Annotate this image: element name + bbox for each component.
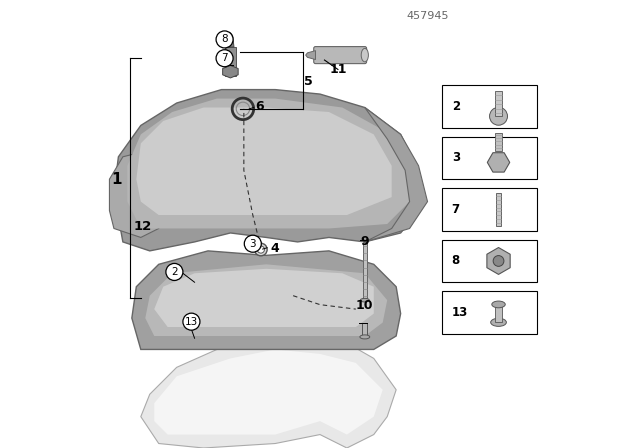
Text: 13: 13: [185, 317, 198, 327]
Polygon shape: [127, 99, 410, 228]
Ellipse shape: [491, 318, 506, 326]
Text: 457945: 457945: [406, 11, 449, 21]
Polygon shape: [109, 152, 168, 237]
Text: 11: 11: [329, 63, 347, 76]
Polygon shape: [223, 65, 238, 78]
Text: 7: 7: [221, 53, 228, 63]
Bar: [442, 137, 538, 179]
Polygon shape: [132, 251, 401, 349]
Text: 2: 2: [452, 100, 460, 113]
Text: 10: 10: [356, 299, 374, 312]
Bar: [362, 323, 367, 336]
Ellipse shape: [492, 301, 505, 308]
Text: 3: 3: [452, 151, 460, 164]
Text: 12: 12: [134, 220, 152, 233]
Polygon shape: [154, 349, 383, 435]
Ellipse shape: [361, 48, 369, 62]
Text: 2: 2: [171, 267, 178, 277]
Bar: [442, 291, 538, 334]
Circle shape: [493, 255, 504, 266]
Polygon shape: [227, 33, 234, 47]
Text: 4: 4: [271, 242, 280, 255]
Bar: [362, 242, 367, 300]
Text: 13: 13: [452, 306, 468, 319]
Polygon shape: [487, 153, 509, 172]
Polygon shape: [365, 108, 428, 242]
Circle shape: [244, 235, 261, 252]
Circle shape: [255, 243, 267, 256]
Circle shape: [216, 50, 233, 67]
Polygon shape: [141, 336, 396, 448]
FancyBboxPatch shape: [314, 47, 367, 64]
Ellipse shape: [360, 298, 369, 302]
Circle shape: [166, 263, 183, 280]
Text: 5: 5: [305, 75, 313, 88]
Text: 6: 6: [255, 100, 264, 113]
Polygon shape: [136, 108, 392, 215]
Text: 8: 8: [452, 254, 460, 267]
Bar: [442, 85, 538, 128]
Bar: [495, 91, 502, 116]
Circle shape: [257, 246, 264, 253]
Text: 9: 9: [360, 234, 369, 248]
Text: 8: 8: [221, 34, 228, 44]
Polygon shape: [145, 264, 387, 336]
Bar: [225, 47, 236, 76]
Bar: [495, 306, 502, 323]
Polygon shape: [487, 247, 510, 274]
Text: 1: 1: [111, 172, 122, 187]
Polygon shape: [114, 90, 423, 251]
Ellipse shape: [360, 335, 370, 339]
Bar: [496, 194, 501, 226]
Polygon shape: [154, 269, 374, 327]
Bar: [442, 188, 538, 231]
Bar: [442, 240, 538, 282]
Polygon shape: [306, 51, 316, 60]
Circle shape: [216, 31, 233, 48]
Circle shape: [490, 108, 508, 125]
Bar: [495, 133, 502, 151]
Text: 7: 7: [452, 203, 460, 216]
Circle shape: [183, 313, 200, 330]
Text: 3: 3: [250, 239, 256, 249]
